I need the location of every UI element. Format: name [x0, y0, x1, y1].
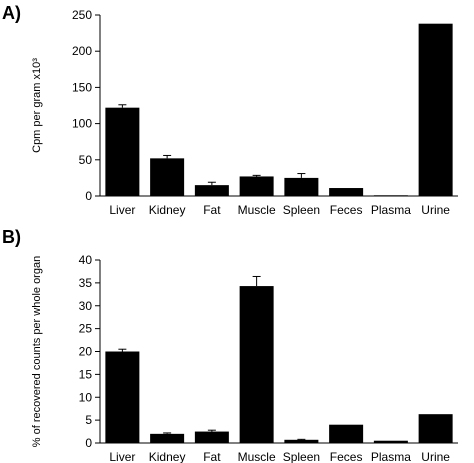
y-tick-label: 20 [79, 345, 93, 359]
category-label: Muscle [238, 203, 276, 217]
bar [284, 177, 319, 196]
bar [150, 158, 185, 196]
category-label: Kidney [149, 203, 186, 217]
category-label: Urine [421, 450, 450, 463]
y-tick-label: 10 [79, 390, 93, 404]
bar [418, 23, 453, 196]
bar [105, 351, 140, 443]
category-label: Feces [330, 203, 363, 217]
bar [329, 188, 364, 196]
category-label: Liver [109, 450, 135, 463]
y-tick-label: 200 [72, 44, 92, 58]
y-tick-label: 35 [79, 276, 93, 290]
category-label: Fat [203, 203, 221, 217]
bar [194, 185, 229, 196]
y-tick-label: 100 [72, 117, 92, 131]
bar [329, 424, 364, 443]
category-label: Spleen [283, 450, 320, 463]
y-tick-label: 0 [85, 436, 92, 450]
bar [373, 195, 408, 197]
y-tick-label: 15 [79, 367, 93, 381]
y-tick-label: 150 [72, 80, 92, 94]
panel-letter: A) [2, 3, 21, 23]
category-label: Plasma [371, 203, 411, 217]
bar [194, 431, 229, 443]
bar [239, 176, 274, 196]
category-label: Liver [109, 203, 135, 217]
category-label: Muscle [238, 450, 276, 463]
bar [105, 107, 140, 196]
category-label: Spleen [283, 203, 320, 217]
y-tick-label: 0 [85, 189, 92, 203]
y-axis-title: Cpm per gram x10³ [31, 58, 43, 153]
bar [418, 414, 453, 443]
y-tick-label: 30 [79, 299, 93, 313]
y-tick-label: 40 [79, 253, 93, 267]
category-label: Kidney [149, 450, 186, 463]
y-tick-label: 50 [79, 153, 93, 167]
y-tick-label: 25 [79, 322, 93, 336]
y-tick-label: 250 [72, 8, 92, 22]
y-axis-title: % of recovered counts per whole organ [31, 256, 43, 447]
panel-letter: B) [2, 227, 21, 247]
bar [239, 286, 274, 443]
category-label: Fat [203, 450, 221, 463]
category-label: Feces [330, 450, 363, 463]
bar [150, 433, 185, 443]
bar [284, 439, 319, 443]
category-label: Urine [421, 203, 450, 217]
bar [373, 440, 408, 443]
y-tick-label: 5 [85, 413, 92, 427]
category-label: Plasma [371, 450, 411, 463]
